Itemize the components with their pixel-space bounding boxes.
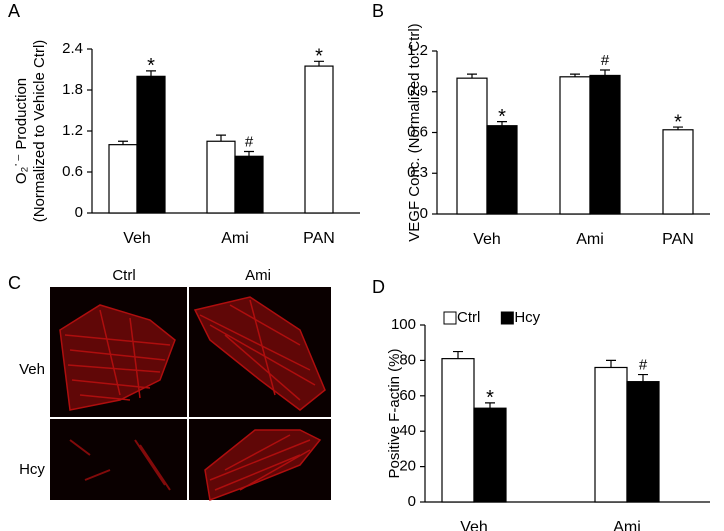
error-bar xyxy=(673,126,683,130)
bar xyxy=(662,129,694,215)
y-tick-label: 0 xyxy=(75,204,83,221)
y-axis-label: Positive F-actin (%) xyxy=(386,348,403,478)
cell xyxy=(193,296,326,411)
error-bar xyxy=(638,373,648,382)
y-axis-label: VEGF Conc. (Normalized to Ctrl) xyxy=(406,23,423,241)
legend-label: Ctrl xyxy=(457,309,480,326)
panel-label: D xyxy=(372,277,385,297)
y-tick-label: 0 xyxy=(420,205,428,222)
bar xyxy=(108,144,138,214)
error-bar xyxy=(467,73,477,79)
x-tick-label: Ami xyxy=(613,519,641,531)
bar xyxy=(626,381,660,503)
legend-swatch xyxy=(443,311,457,325)
panel-label: C xyxy=(8,273,21,293)
annotation: # xyxy=(639,357,648,374)
y-tick-label: 2.4 xyxy=(62,40,83,57)
annotation: # xyxy=(601,52,610,69)
y-tick-label: 60 xyxy=(399,387,416,404)
x-tick-label: Veh xyxy=(460,519,488,531)
micrograph xyxy=(50,419,187,500)
error-bar xyxy=(453,350,463,359)
y-axis-label: O₂˙⁻ Production xyxy=(13,78,30,184)
cell xyxy=(204,429,322,502)
legend-swatch xyxy=(500,311,514,325)
panel-c: C Ctrl Ami Veh Hcy xyxy=(8,267,331,502)
error-bar xyxy=(606,359,616,368)
legend-label: Hcy xyxy=(514,309,540,326)
y-tick-label: 100 xyxy=(391,316,416,333)
column-label: Ctrl xyxy=(112,267,135,284)
y-tick-label: 20 xyxy=(399,458,416,475)
y-tick-label: 1.2 xyxy=(407,42,428,59)
x-tick-label: Veh xyxy=(473,231,501,248)
error-bar xyxy=(216,134,226,142)
chart: D Positive F-actin (%) 0 20 40 60 80 100 Veh Ami *… xyxy=(372,277,710,531)
y-tick-label: 80 xyxy=(399,351,416,368)
y-tick-label: 0.6 xyxy=(62,163,83,180)
error-bar xyxy=(146,70,156,77)
column-label: Ami xyxy=(245,267,271,284)
panel-label: B xyxy=(372,1,384,21)
bar xyxy=(559,76,591,215)
bar xyxy=(441,358,475,503)
cell xyxy=(69,439,171,491)
bar xyxy=(206,140,236,214)
annotation: * xyxy=(498,106,506,128)
chart: A O₂˙⁻ Production (Normalized to Vehicle C… xyxy=(8,1,360,247)
cell xyxy=(59,304,176,411)
bar xyxy=(136,75,166,214)
x-tick-label: PAN xyxy=(662,231,694,248)
annotation: # xyxy=(245,133,254,150)
bar xyxy=(589,74,621,215)
bar xyxy=(304,65,334,214)
y-tick-label: 0.3 xyxy=(407,164,428,181)
row-label: Veh xyxy=(19,361,45,378)
bar xyxy=(234,155,264,214)
y-axis-label: (Normalized to Vehicle Ctrl) xyxy=(31,40,48,223)
y-tick-label: 1.2 xyxy=(62,122,83,139)
y-tick-label: 40 xyxy=(399,422,416,439)
error-bar xyxy=(497,121,507,126)
error-bar xyxy=(600,69,610,76)
y-tick-label: 0 xyxy=(408,493,416,510)
bar xyxy=(486,125,518,215)
bar xyxy=(594,366,628,503)
error-bar xyxy=(118,140,128,145)
y-tick-label: 1.8 xyxy=(62,81,83,98)
panel-label: A xyxy=(8,1,20,21)
x-tick-label: Ami xyxy=(221,230,249,247)
row-label: Hcy xyxy=(19,461,45,478)
y-tick-label: 0.9 xyxy=(407,83,428,100)
x-tick-label: Veh xyxy=(123,230,151,247)
x-tick-label: Ami xyxy=(576,231,604,248)
error-bar xyxy=(570,73,580,77)
annotation: * xyxy=(674,111,682,133)
chart: B VEGF Conc. (Normalized to Ctrl)0 0.3 0.6 0… xyxy=(372,1,710,248)
error-bar xyxy=(314,60,324,67)
y-tick-label: 0.6 xyxy=(407,123,428,140)
error-bar xyxy=(244,150,254,157)
error-bar xyxy=(485,402,495,409)
bar xyxy=(473,407,507,503)
annotation: * xyxy=(147,55,155,77)
annotation: * xyxy=(486,387,494,409)
annotation: * xyxy=(315,46,323,68)
bar xyxy=(456,77,488,215)
x-tick-label: PAN xyxy=(303,230,335,247)
